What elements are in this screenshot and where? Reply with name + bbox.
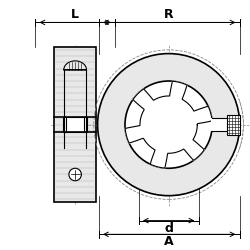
Polygon shape bbox=[125, 81, 212, 168]
Circle shape bbox=[125, 81, 212, 168]
Polygon shape bbox=[84, 117, 87, 132]
Polygon shape bbox=[54, 47, 96, 202]
Polygon shape bbox=[211, 118, 241, 131]
Bar bbox=[226, 115, 240, 134]
Circle shape bbox=[98, 54, 240, 196]
Text: R: R bbox=[164, 8, 173, 22]
Text: A: A bbox=[164, 235, 173, 248]
Text: d: d bbox=[164, 222, 173, 234]
Polygon shape bbox=[64, 61, 86, 70]
Polygon shape bbox=[64, 117, 66, 132]
Circle shape bbox=[69, 168, 82, 181]
Text: L: L bbox=[71, 8, 79, 22]
